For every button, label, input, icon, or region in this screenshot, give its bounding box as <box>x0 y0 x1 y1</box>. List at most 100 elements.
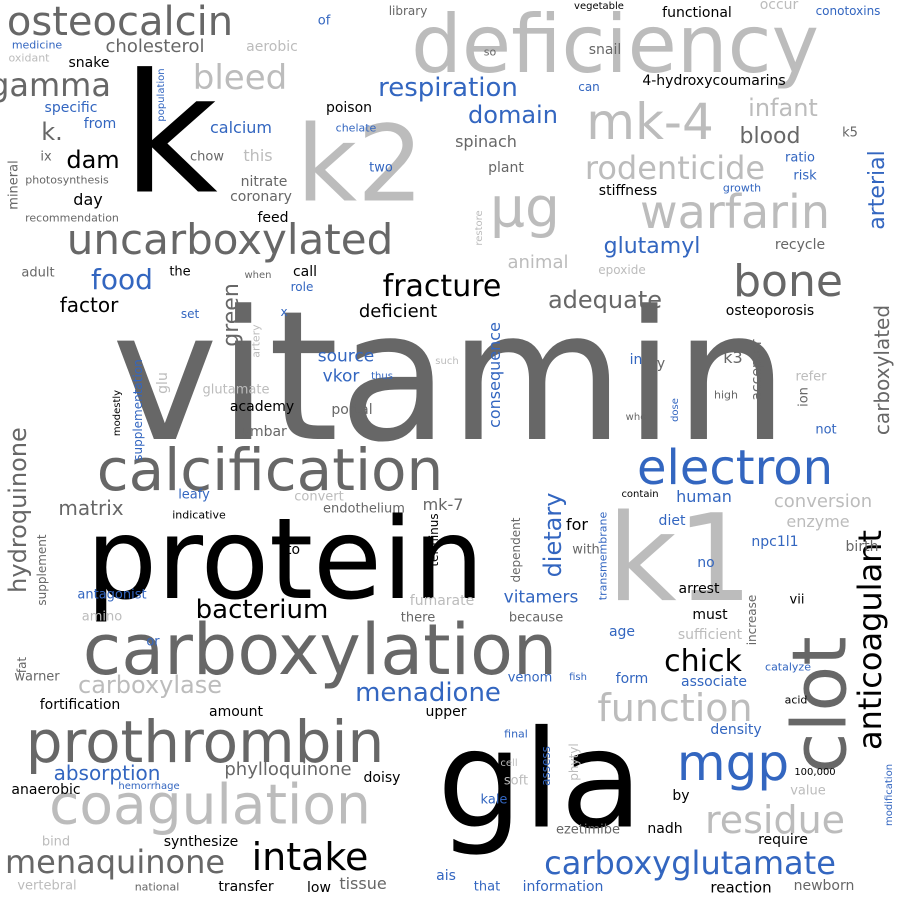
word-antagonist: antagonist <box>77 587 147 603</box>
word-rodenticide: rodenticide <box>584 149 766 187</box>
word-calcium: calcium <box>209 118 273 137</box>
word-chelate: chelate <box>335 121 377 135</box>
word-of: of <box>317 13 331 29</box>
word-factor: factor <box>59 293 119 317</box>
word-food: food <box>91 263 153 296</box>
word-contain: contain <box>621 489 659 500</box>
word-carboxyglutamate: carboxyglutamate <box>544 844 836 882</box>
word-that: that <box>473 879 501 895</box>
word-require: require <box>758 832 808 848</box>
word-with: with <box>572 542 600 558</box>
word-phytyl: phytyl <box>567 743 581 781</box>
word-adult: adult <box>21 265 55 281</box>
word-acid: acid <box>784 693 808 707</box>
word-kale: kale <box>480 792 508 808</box>
word-doisy: doisy <box>363 770 401 786</box>
word-functional: functional <box>662 5 732 21</box>
word-4-hydroxycoumarins: 4-hydroxycoumarins <box>642 73 786 89</box>
word-artery: artery <box>249 324 263 358</box>
word-occur: occur <box>759 0 799 13</box>
word-respiration: respiration <box>378 73 518 103</box>
word-from: from <box>83 116 117 132</box>
word-mineral: mineral <box>6 160 22 210</box>
word-to: to <box>285 542 301 558</box>
word-arrest: arrest <box>678 581 720 597</box>
word-coagulation: coagulation <box>49 772 371 837</box>
word-k1: k1 <box>607 490 753 629</box>
word-absorption: absorption <box>53 761 161 785</box>
word-menadione: menadione <box>355 678 501 708</box>
word-leafy: leafy <box>178 487 210 503</box>
word-uncarboxylated: uncarboxylated <box>66 215 394 264</box>
word-dependent: dependent <box>509 517 523 583</box>
word-anaerobic: anaerobic <box>11 782 81 798</box>
word-ratio: ratio <box>785 150 815 166</box>
word-bind: bind <box>41 834 71 850</box>
word-must: must <box>692 607 728 623</box>
word-hydroquinone: hydroquinone <box>4 427 32 593</box>
word-nadh: nadh <box>647 821 683 837</box>
word-glutamyl: glutamyl <box>603 234 701 259</box>
word-snake: snake <box>68 55 110 71</box>
word-human: human <box>676 487 732 506</box>
word-dam: dam <box>66 146 120 174</box>
word-poison: poison <box>325 100 373 116</box>
word-plant: plant <box>488 160 524 176</box>
word-portal: portal <box>331 402 373 418</box>
word-restore: restore <box>474 210 485 246</box>
word-fumarate: fumarate <box>409 593 475 609</box>
word-dose: dose <box>670 398 681 422</box>
word-mgp: mgp <box>676 734 790 792</box>
word-density: density <box>710 722 762 738</box>
word-carboxylation: carboxylation <box>82 609 558 691</box>
word-x: x <box>280 305 288 319</box>
word-vegetable: vegetable <box>574 1 624 12</box>
word-or: or <box>146 634 160 650</box>
word-anticoagulant: anticoagulant <box>851 529 889 751</box>
word-bacterium: bacterium <box>195 595 329 625</box>
word-newborn: newborn <box>793 878 855 894</box>
word-phylloquinone: phylloquinone <box>224 759 352 780</box>
word-k: k <box>122 38 218 231</box>
word-convert: convert <box>294 489 344 505</box>
word-aerobic: aerobic <box>246 39 298 55</box>
word-not: not <box>815 422 837 438</box>
word-national: national <box>134 880 180 894</box>
word-final: final <box>504 727 528 741</box>
word-acceptor: acceptor <box>749 339 765 401</box>
word-medicine: medicine <box>11 38 63 52</box>
word-sufficient: sufficient <box>677 627 743 643</box>
word-refer: refer <box>795 369 827 385</box>
word-k2: k2 <box>296 103 424 226</box>
word-because: because <box>508 610 564 626</box>
word-cell: cell <box>500 758 518 769</box>
word-dietary: dietary <box>539 492 567 578</box>
word-day: day <box>73 190 103 209</box>
word-vitamers: vitamers <box>503 587 579 608</box>
word-cholesterol: cholesterol <box>105 36 205 57</box>
word-venom: venom <box>507 670 553 686</box>
word-chick: chick <box>664 644 742 679</box>
word-matrix: matrix <box>58 496 124 520</box>
word-infant: infant <box>748 94 818 122</box>
word-information: information <box>522 879 604 895</box>
word-chow: chow <box>190 149 224 165</box>
word-ix: ix <box>40 149 52 165</box>
word-birth: birth <box>845 539 879 555</box>
word-hemorrhage: hemorrhage <box>118 781 180 792</box>
word-mk-7: mk-7 <box>422 495 464 514</box>
word-fish: fish <box>569 672 587 683</box>
word-osteocalcin: osteocalcin <box>6 0 234 45</box>
word-function: function <box>597 686 753 730</box>
word-reaction: reaction <box>710 878 772 897</box>
word-soft: soft <box>503 773 529 789</box>
word-high: high <box>714 388 738 402</box>
word-deficiency: deficiency <box>411 0 819 91</box>
word-deficient: deficient <box>358 301 438 322</box>
word-transfer: transfer <box>218 879 274 895</box>
word-who: who <box>625 412 647 423</box>
word-recommendation: recommendation <box>25 211 119 225</box>
word-two: two <box>369 160 393 176</box>
word-specific: specific <box>44 100 98 116</box>
word-risk: risk <box>793 168 817 184</box>
